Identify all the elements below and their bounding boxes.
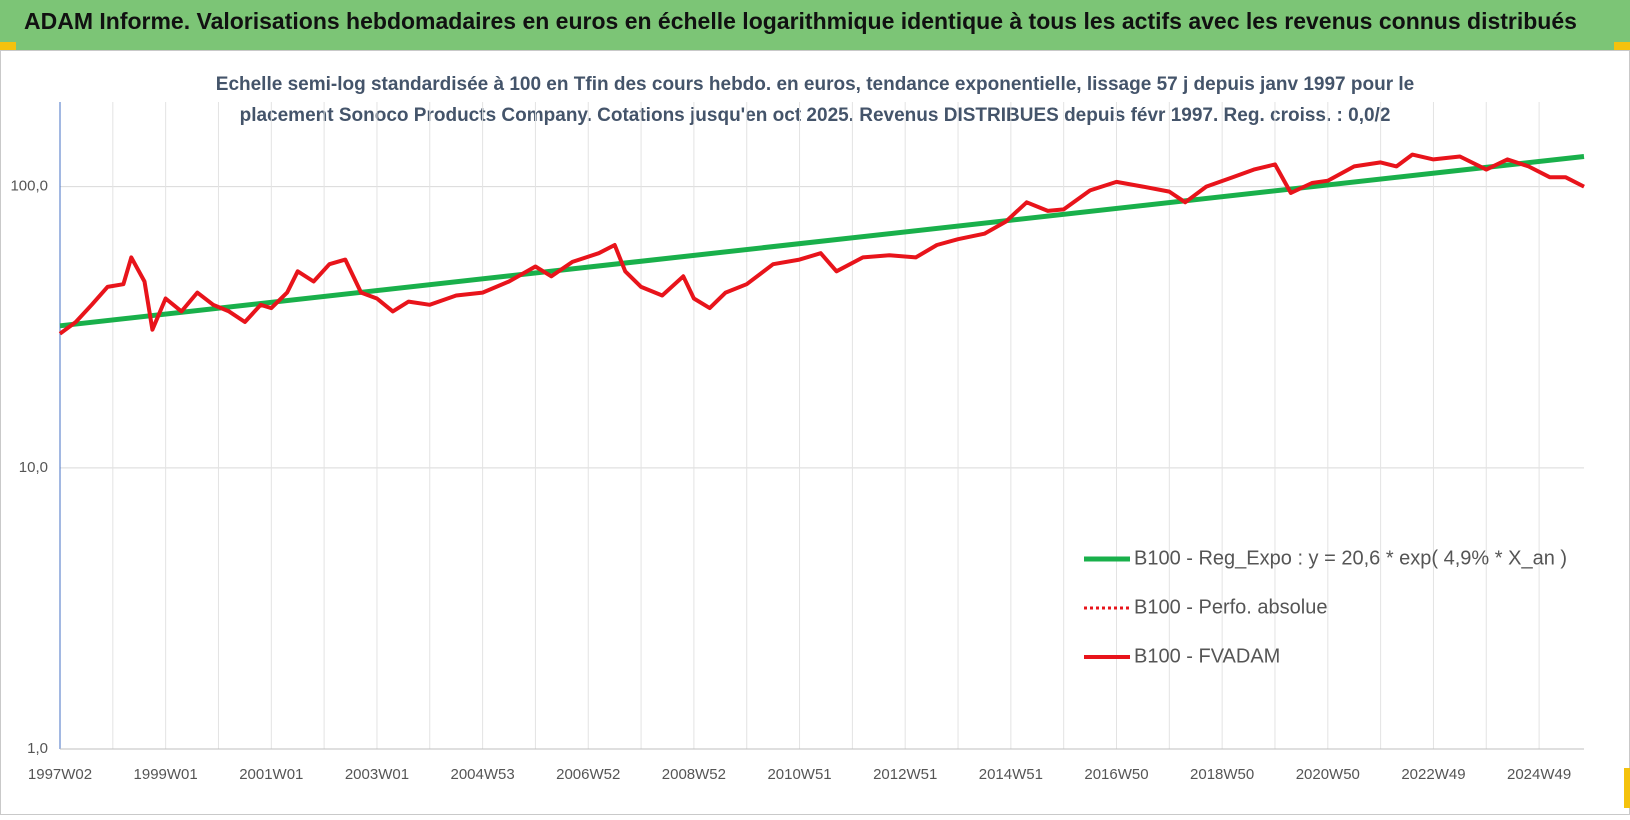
- series-line: [59, 154, 1585, 329]
- x-tick-label: 2001W01: [239, 766, 303, 783]
- x-tick-label: 1999W01: [134, 766, 198, 783]
- chart-title: Echelle semi-log standardisée à 100 en T…: [216, 74, 1414, 95]
- x-tick-label: 2003W01: [345, 766, 409, 783]
- x-tick-label: 2012W51: [873, 766, 937, 783]
- x-tick-label: 2016W50: [1084, 766, 1148, 783]
- legend-label: B100 - Reg_Expo : y = 20,6 * exp( 4,9% *…: [1134, 547, 1567, 569]
- y-tick-label: 100,0: [10, 178, 48, 195]
- y-tick-label: 1,0: [27, 740, 48, 757]
- x-tick-label: 2014W51: [979, 766, 1043, 783]
- x-tick-label: 2020W50: [1296, 766, 1360, 783]
- corner-mark: [1614, 42, 1630, 50]
- x-tick-label: 2010W51: [767, 766, 831, 783]
- corner-mark: [0, 42, 16, 50]
- x-tick-label: 2022W49: [1401, 766, 1465, 783]
- x-tick-label: 2008W52: [662, 766, 726, 783]
- legend-label: B100 - Perfo. absolue: [1134, 596, 1327, 618]
- header-title: ADAM Informe. Valorisations hebdomadaire…: [24, 8, 1577, 34]
- x-tick-label: 2004W53: [450, 766, 514, 783]
- header-bar: [0, 0, 1630, 50]
- y-tick-label: 10,0: [19, 459, 48, 476]
- x-tick-label: 2006W52: [556, 766, 620, 783]
- series-line: [58, 152, 1585, 336]
- corner-mark: [1624, 768, 1630, 808]
- x-tick-label: 1997W02: [28, 766, 92, 783]
- x-tick-label: 2024W49: [1507, 766, 1571, 783]
- x-tick-label: 2018W50: [1190, 766, 1254, 783]
- legend-label: B100 - FVADAM: [1134, 645, 1280, 667]
- chart-title: placement Sonoco Products Company. Cotat…: [240, 105, 1391, 126]
